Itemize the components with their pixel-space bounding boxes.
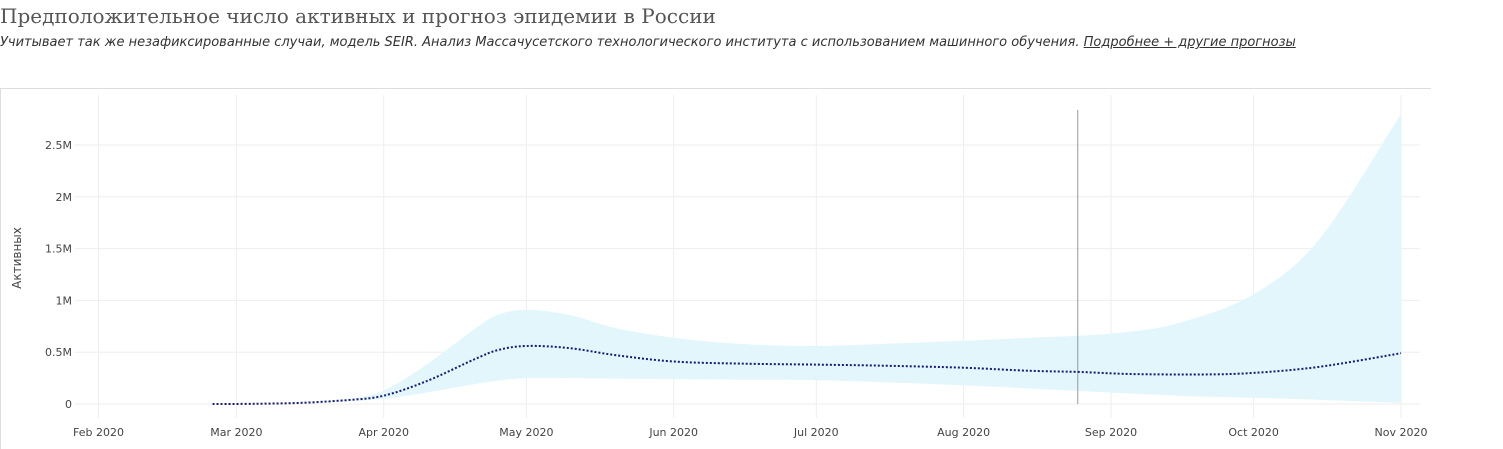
more-forecasts-link[interactable]: Подробнее + другие прогнозы — [1083, 35, 1296, 50]
x-tick-label: Sep 2020 — [1085, 426, 1137, 439]
y-tick-label: 0 — [65, 398, 72, 411]
y-tick-label: 0.5M — [45, 346, 72, 359]
forecast-line — [212, 344, 1402, 405]
chart-frame — [0, 88, 1431, 449]
y-tick-label: 2.5M — [45, 139, 72, 152]
x-tick-label: Apr 2020 — [358, 426, 409, 439]
y-axis-label: Активных — [10, 227, 24, 289]
x-tick-label: Feb 2020 — [73, 426, 124, 439]
x-tick-label: Mar 2020 — [210, 426, 262, 439]
confidence-band — [212, 113, 1402, 405]
y-tick-label: 1.5M — [45, 243, 72, 256]
x-axis-ticks: Feb 2020 Mar 2020 Apr 2020 May 2020 Jun 2020… — [73, 426, 1427, 439]
chart-subtitle: Учитывает так же незафиксированные случа… — [0, 35, 1296, 50]
y-tick-label: 1M — [56, 294, 73, 307]
x-tick-label: Aug 2020 — [937, 426, 990, 439]
x-tick-label: Oct 2020 — [1228, 426, 1279, 439]
x-tick-label: Nov 2020 — [1375, 426, 1428, 439]
x-tick-label: Jun 2020 — [648, 426, 698, 439]
x-tick-label: May 2020 — [499, 426, 553, 439]
x-tick-label: Jul 2020 — [793, 426, 839, 439]
chart-title: Предположительное число активных и прогн… — [0, 4, 716, 28]
y-axis-ticks: 0 0.5M 1M 1.5M 2M 2.5M — [45, 139, 72, 411]
subtitle-text: Учитывает так же незафиксированные случа… — [0, 35, 1080, 50]
y-tick-label: 2M — [56, 191, 73, 204]
